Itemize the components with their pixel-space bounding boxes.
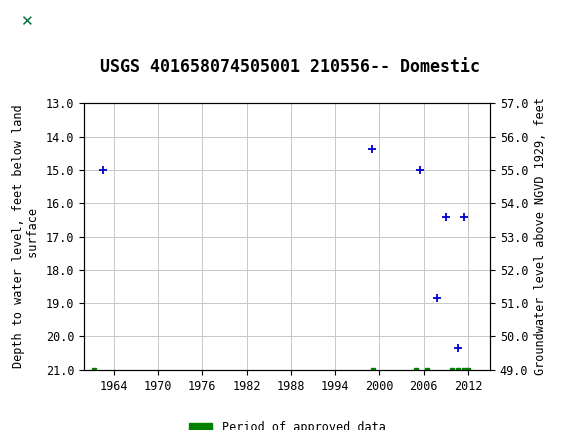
Legend: Period of approved data: Period of approved data (184, 416, 390, 430)
Text: USGS: USGS (58, 12, 113, 31)
Text: ✕: ✕ (20, 14, 32, 29)
Y-axis label: Groundwater level above NGVD 1929, feet: Groundwater level above NGVD 1929, feet (534, 98, 547, 375)
Y-axis label: Depth to water level, feet below land
 surface: Depth to water level, feet below land su… (12, 104, 41, 369)
Text: USGS 401658074505001 210556-- Domestic: USGS 401658074505001 210556-- Domestic (100, 58, 480, 76)
Bar (3, 3, 49, 40)
